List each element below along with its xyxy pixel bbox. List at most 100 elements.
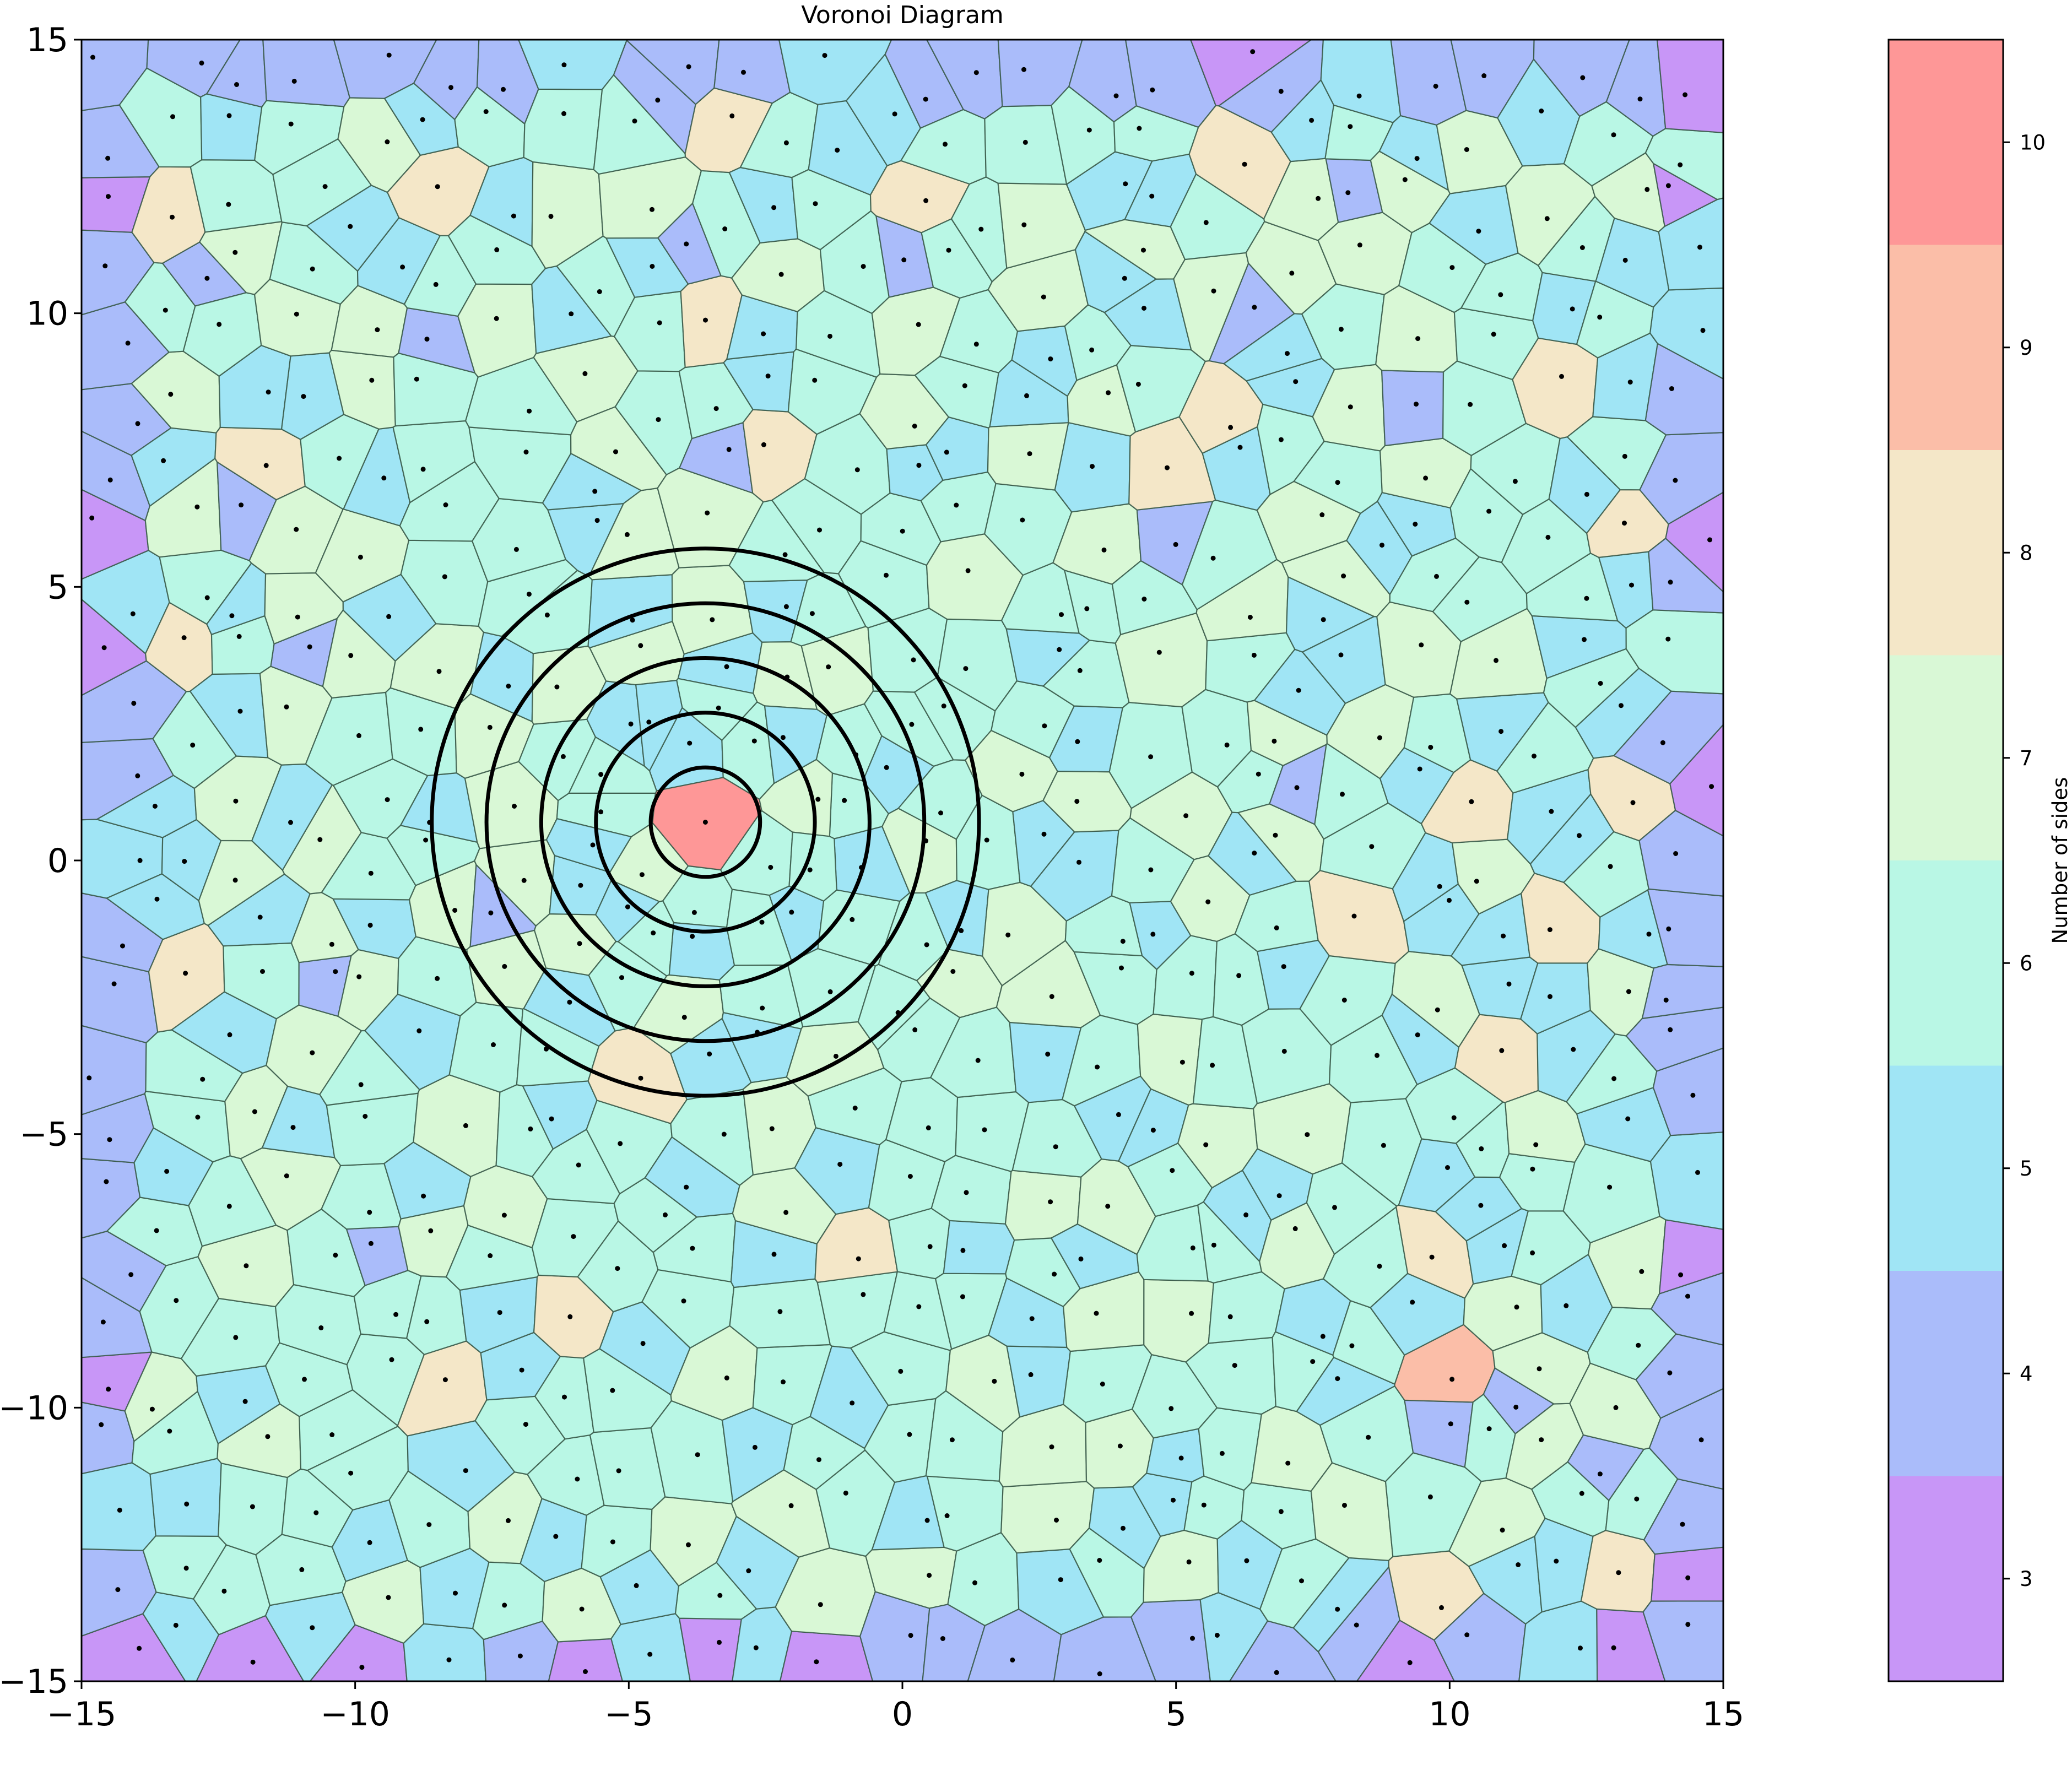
seed-point <box>363 1114 368 1119</box>
seed-point <box>199 60 204 66</box>
seed-point <box>483 109 489 115</box>
voronoi-cell <box>1208 1271 1285 1344</box>
seed-point <box>182 859 187 864</box>
seed-point <box>1345 190 1351 196</box>
seed-point <box>816 1457 821 1463</box>
seed-point <box>1049 1444 1054 1450</box>
seed-point <box>424 337 430 342</box>
x-tick-label: 5 <box>1166 1695 1187 1734</box>
seed-point <box>583 1669 588 1674</box>
seed-point <box>1415 1032 1420 1038</box>
seed-point <box>181 635 187 641</box>
colorbar-band <box>1889 245 2003 450</box>
colorbar-tick-label: 8 <box>2020 541 2033 565</box>
seed-point <box>1019 771 1025 777</box>
seed-point <box>1348 404 1353 410</box>
seed-point <box>1123 181 1128 187</box>
seed-point <box>1464 147 1469 152</box>
seed-point <box>809 611 815 616</box>
seed-point <box>638 1075 643 1081</box>
colorbar-tick-label: 10 <box>2020 131 2046 154</box>
seed-point <box>310 266 315 272</box>
seed-point <box>506 1518 511 1523</box>
seed-point <box>517 1653 523 1659</box>
seed-point <box>1042 723 1047 729</box>
seed-point <box>227 1032 232 1037</box>
seed-point <box>946 247 951 253</box>
seed-point <box>1616 1570 1621 1575</box>
seed-point <box>1559 373 1564 379</box>
seed-point <box>250 1504 255 1509</box>
seed-point <box>907 1174 913 1179</box>
seed-point <box>375 327 380 333</box>
seed-point <box>310 1050 315 1055</box>
seed-point <box>125 340 131 346</box>
seed-point <box>940 1636 945 1641</box>
seed-point <box>1549 809 1554 814</box>
seed-point <box>850 1400 855 1406</box>
seed-point <box>729 113 735 118</box>
seed-point <box>1094 1311 1099 1316</box>
voronoi-cell <box>1625 1006 1723 1072</box>
concentric-circle <box>430 546 981 1098</box>
seed-point <box>1415 336 1421 342</box>
seed-point <box>1423 475 1429 481</box>
seed-point <box>1434 573 1439 579</box>
seed-point <box>927 1244 933 1249</box>
seed-point <box>1281 1048 1287 1054</box>
seed-point <box>1281 964 1286 970</box>
seed-point <box>1057 647 1062 652</box>
x-tick-label: −5 <box>604 1695 653 1734</box>
seed-point <box>1048 1199 1053 1205</box>
seed-point <box>1232 1363 1237 1368</box>
seed-point <box>561 62 567 68</box>
seed-point <box>1375 1053 1379 1058</box>
seed-point <box>414 376 419 382</box>
colorbar-tick-label: 5 <box>2020 1157 2033 1181</box>
x-tick-label: −10 <box>320 1695 390 1734</box>
seed-point <box>1464 1632 1470 1638</box>
seed-point <box>553 1534 559 1539</box>
seed-point <box>771 205 777 210</box>
seed-point <box>761 442 766 447</box>
seed-point <box>1447 897 1452 903</box>
seed-point <box>751 738 757 744</box>
colorbar-tick-label: 3 <box>2020 1567 2033 1591</box>
seed-point <box>1501 933 1506 939</box>
seed-point <box>663 1212 668 1217</box>
seed-point <box>1597 1471 1603 1477</box>
seed-point <box>1186 1559 1192 1564</box>
seed-point <box>1059 612 1064 618</box>
seed-point <box>1678 162 1683 167</box>
seed-point <box>423 837 429 843</box>
seed-point <box>120 943 125 949</box>
x-tick-label: 10 <box>1429 1695 1470 1734</box>
seed-point <box>421 1193 426 1199</box>
colorbar-tick-label: 9 <box>2020 336 2033 360</box>
seed-point <box>577 941 582 946</box>
x-tick-label: −15 <box>47 1695 117 1734</box>
voronoi-cell <box>1643 1478 1723 1555</box>
seed-point <box>497 1310 502 1315</box>
seed-point <box>722 226 728 231</box>
seed-point <box>1116 1112 1121 1117</box>
seed-point <box>386 614 392 619</box>
seed-point <box>684 241 689 247</box>
seed-point <box>1089 347 1095 353</box>
seed-point <box>183 1566 189 1571</box>
seed-point <box>576 1162 581 1168</box>
seed-point <box>549 1116 554 1122</box>
seed-point <box>941 703 946 709</box>
seed-point <box>615 1266 620 1271</box>
colorbar-tick-label: 6 <box>2020 951 2033 975</box>
y-tick-label: 0 <box>47 842 68 880</box>
seed-point <box>1150 932 1156 937</box>
seed-point <box>954 502 959 508</box>
seed-point <box>204 595 210 600</box>
y-tick-label: −5 <box>20 1116 68 1154</box>
seed-point <box>195 1114 201 1120</box>
seed-point <box>1203 1142 1209 1147</box>
seed-point <box>726 447 732 452</box>
seed-point <box>1321 617 1326 622</box>
seed-point <box>769 1126 775 1131</box>
